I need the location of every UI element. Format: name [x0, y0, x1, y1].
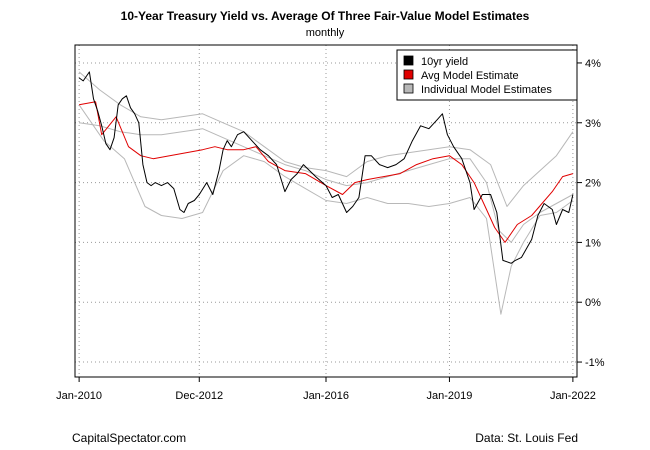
legend-swatch: [403, 55, 414, 66]
chart-title: 10-Year Treasury Yield vs. Average Of Th…: [120, 9, 530, 23]
chart-subtitle: monthly: [305, 27, 345, 39]
x-tick-label: Jan-2010: [56, 390, 102, 402]
footer-source-site: CapitalSpectator.com: [72, 431, 187, 445]
y-tick-label: 4%: [585, 58, 601, 70]
y-tick-label: 3%: [585, 118, 601, 130]
y-tick-label: 0%: [585, 297, 601, 309]
x-tick-label: Jan-2022: [550, 390, 596, 402]
individual-model-estimate-1-line: [78, 71, 574, 207]
y-tick-label: -1%: [585, 357, 605, 369]
legend-label: 10yr yield: [421, 56, 468, 68]
grid-lines: [75, 45, 577, 377]
individual-model-estimate-2-line: [79, 122, 574, 243]
y-tick-label: 1%: [585, 237, 601, 249]
legend-box: [396, 49, 578, 101]
legend-swatch: [403, 83, 414, 94]
axes: Jan-2010 Dec-2012 Jan-2016 Jan-2019 Jan-2022…: [56, 58, 605, 402]
x-tick-label: Jan-2016: [303, 390, 349, 402]
y-tick-label: 2%: [585, 178, 601, 190]
individual-model-estimate-3-line: [78, 104, 574, 315]
legend-label: Avg Model Estimate: [421, 70, 519, 82]
legend-swatch: [403, 69, 414, 80]
legend: 10yr yield Avg Model Estimate Individual M…: [396, 49, 578, 101]
x-tick-label: Jan-2019: [427, 390, 473, 402]
footer-data-credit: Data: St. Louis Fed: [475, 431, 578, 445]
series-lines: [78, 71, 574, 315]
avg-model-estimate-line: [79, 101, 574, 243]
legend-label: Individual Model Estimates: [421, 84, 552, 96]
10yr-yield-line: [78, 71, 574, 264]
x-tick-label: Dec-2012: [175, 390, 223, 402]
